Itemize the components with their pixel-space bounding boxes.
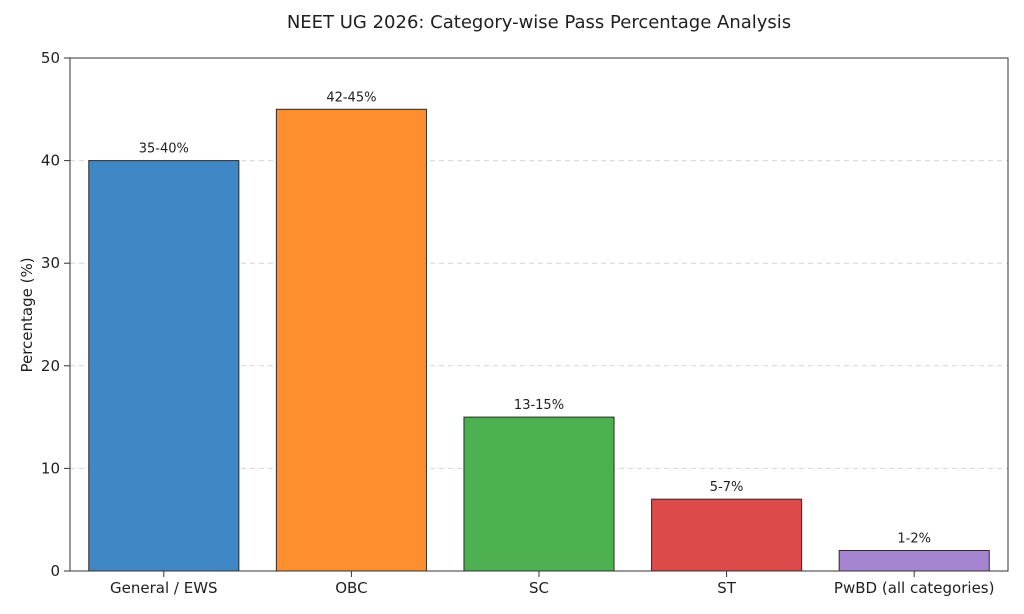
bar	[463, 416, 615, 572]
data-label: 1-2%	[897, 531, 931, 546]
chart-title: NEET UG 2026: Category-wise Pass Percent…	[287, 12, 791, 33]
data-label: 42-45%	[326, 90, 376, 105]
bar	[275, 108, 427, 572]
x-tick-label: ST	[717, 579, 737, 597]
x-tick-label: General / EWS	[110, 579, 218, 597]
y-tick-label: 10	[41, 459, 60, 477]
x-tick-label: SC	[529, 579, 549, 597]
bar	[838, 549, 990, 572]
axes: 0 10 20 30 40 50 General / EWS OBC SC ST PwBD (all…	[41, 49, 1009, 597]
data-label: 13-15%	[514, 398, 564, 413]
data-label: 35-40%	[139, 142, 189, 157]
y-tick-label: 0	[50, 562, 60, 580]
bar	[88, 160, 240, 572]
bar	[651, 498, 803, 572]
data-labels: 35-40% 42-45% 13-15% 5-7% 1-2%	[139, 90, 931, 546]
y-tick-label: 40	[41, 152, 60, 170]
x-tick-label: OBC	[335, 579, 367, 597]
y-axis-label: Percentage (%)	[18, 257, 36, 372]
y-tick-label: 20	[41, 357, 60, 375]
data-label: 5-7%	[710, 480, 744, 495]
y-tick-label: 50	[41, 49, 60, 67]
y-tick-label: 30	[41, 254, 60, 272]
bars	[88, 108, 990, 572]
x-tick-label: PwBD (all categories)	[834, 579, 995, 597]
plot-frame	[69, 57, 1009, 572]
